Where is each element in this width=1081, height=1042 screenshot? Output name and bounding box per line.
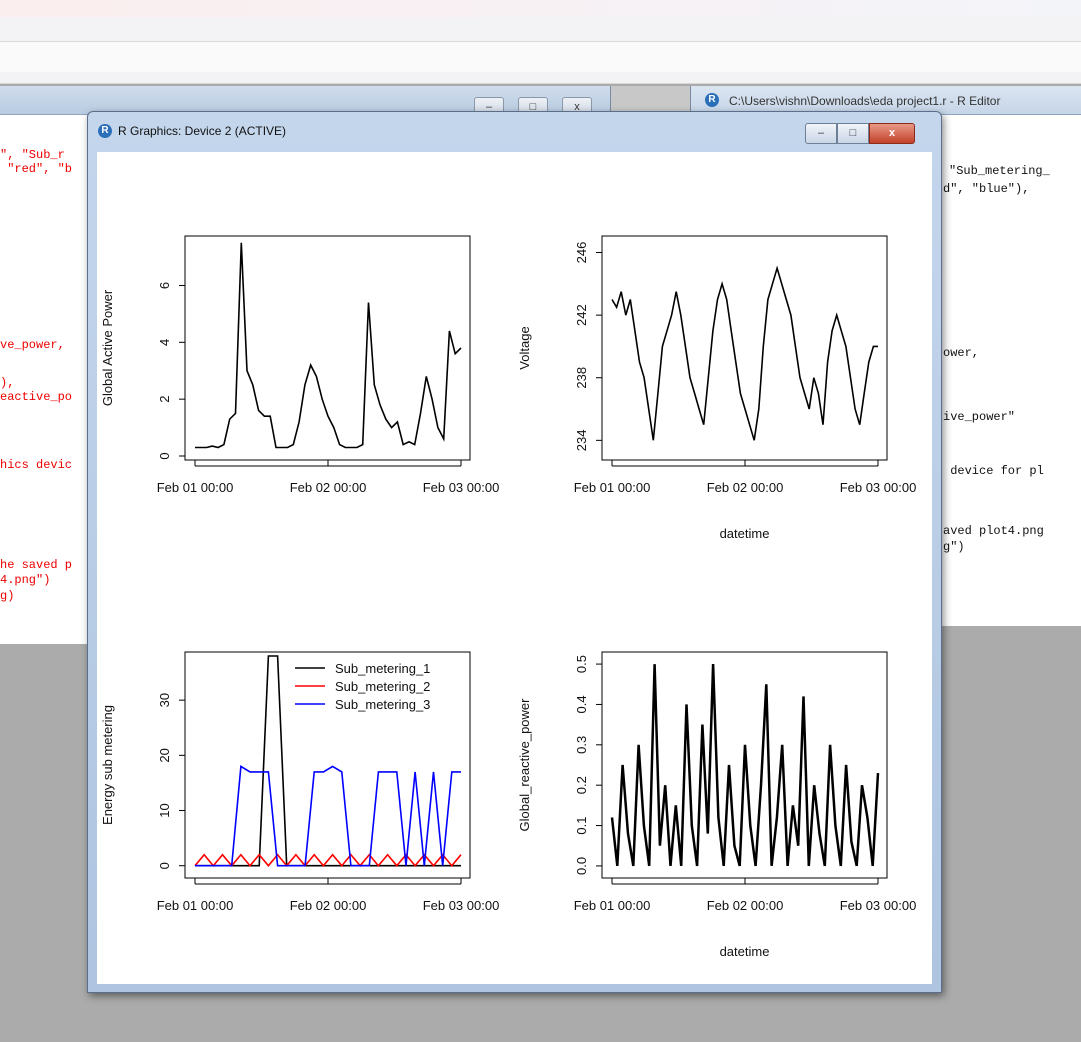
series-line-sub-metering-1 — [195, 655, 461, 867]
series-line-data — [611, 265, 878, 441]
rgui-toolbar-area — [0, 17, 1081, 84]
plot-frame — [601, 235, 888, 461]
code-line: g") — [943, 540, 965, 554]
x-tick-label: Feb 01 00:00 — [574, 480, 651, 495]
code-line: ive_power" — [943, 410, 1016, 424]
series-line-data — [195, 242, 462, 449]
code-line: device for pl — [943, 464, 1044, 478]
y-tick-label: 0.1 — [574, 817, 589, 835]
y-axis-label: Global Active Power — [100, 289, 115, 406]
chart-panel-1: Feb 01 00:00 Feb 02 00:00 Feb 03 00:00 0 2 4 6… — [100, 235, 500, 495]
code-line: "red", "b — [0, 162, 73, 176]
right-editor-titlebar[interactable]: R C:\Users\vishn\Downloads\eda project1.… — [691, 86, 1081, 115]
code-line: ve_power, — [0, 338, 65, 352]
y-tick-label: 238 — [574, 367, 589, 389]
code-line: ), — [0, 376, 15, 390]
x-tick-label: Feb 01 00:00 — [574, 898, 651, 913]
y-tick-label: 0.3 — [574, 736, 589, 754]
y-tick-label: 4 — [157, 339, 172, 346]
y-tick-label: 0.4 — [574, 695, 589, 713]
y-tick-label: 246 — [574, 242, 589, 264]
graphics-window-title: R Graphics: Device 2 (ACTIVE) — [118, 124, 287, 138]
legend-entry: Sub_metering_3 — [335, 697, 430, 712]
code-line: "Sub_metering_ — [949, 164, 1050, 178]
legend-entry: Sub_metering_2 — [335, 679, 430, 694]
desktop-top-band — [0, 0, 1081, 17]
close-button[interactable]: x — [869, 123, 915, 144]
series-line-sub-metering-3 — [195, 765, 461, 867]
y-axis-label: Global_reactive_power — [517, 698, 532, 832]
x-tick-label: Feb 02 00:00 — [707, 898, 784, 913]
x-tick-label: Feb 01 00:00 — [157, 480, 234, 495]
y-tick-label: 0.2 — [574, 776, 589, 794]
code-line: eactive_po — [0, 390, 73, 404]
code-line: hics devic — [0, 458, 73, 472]
x-tick-label: Feb 02 00:00 — [707, 480, 784, 495]
y-tick-label: 20 — [157, 748, 172, 762]
chart-panel-2: Feb 01 00:00 Feb 02 00:00 Feb 03 00:00 234 2… — [517, 235, 917, 541]
y-tick-label: 242 — [574, 304, 589, 326]
y-axis-label: Voltage — [517, 326, 532, 369]
code-line: 4.png") — [0, 573, 51, 587]
code-line: aved plot4.png — [943, 524, 1044, 538]
y-tick-label: 0.5 — [574, 655, 589, 673]
y-axis-label: Energy sub metering — [100, 705, 115, 825]
x-tick-label: Feb 03 00:00 — [423, 480, 500, 495]
maximize-button[interactable]: □ — [837, 123, 869, 144]
chart-panel-4: Feb 01 00:00 Feb 02 00:00 Feb 03 00:00 0.0 0… — [517, 651, 917, 959]
y-tick-label: 30 — [157, 693, 172, 707]
minimize-button[interactable]: – — [805, 123, 837, 144]
code-line: g) — [0, 589, 15, 603]
x-axis-label: datetime — [720, 944, 770, 959]
x-tick-label: Feb 02 00:00 — [290, 480, 367, 495]
y-tick-label: 6 — [157, 282, 172, 289]
y-tick-label: 0.0 — [574, 857, 589, 875]
plot-area: Feb 01 00:00 Feb 02 00:00 Feb 03 00:000246… — [100, 235, 917, 959]
right-editor-title: C:\Users\vishn\Downloads\eda project1.r … — [729, 94, 1001, 108]
series-line-data — [610, 664, 880, 867]
x-axis-label: datetime — [720, 526, 770, 541]
y-tick-label: 0 — [157, 862, 172, 869]
code-line: d", "blue"), — [943, 182, 1030, 196]
graphics-window[interactable]: R R Graphics: Device 2 (ACTIVE) – □ x Fe… — [87, 111, 942, 993]
r-logo-icon: R — [705, 93, 719, 107]
plot-canvas: Feb 01 00:00 Feb 02 00:00 Feb 03 00:00 0 2 4 6… — [97, 152, 932, 984]
x-tick-label: Feb 03 00:00 — [840, 898, 917, 913]
code-line: ower, — [943, 346, 980, 360]
toolbar-strip — [0, 41, 1081, 72]
y-tick-label: 0 — [157, 452, 172, 459]
y-tick-label: 234 — [574, 429, 589, 451]
left-editor-titlebar[interactable] — [0, 86, 610, 115]
r-logo-icon: R — [98, 124, 112, 138]
y-tick-label: 2 — [157, 396, 172, 403]
chart-panel-3: Feb 01 00:00 Feb 02 00:00 Feb 03 00:00 0 10 2… — [100, 651, 500, 913]
x-tick-label: Feb 03 00:00 — [840, 480, 917, 495]
y-tick-label: 10 — [157, 803, 172, 817]
code-line: ", "Sub_r — [0, 148, 65, 162]
x-tick-label: Feb 02 00:00 — [290, 898, 367, 913]
code-line: he saved p — [0, 558, 73, 572]
x-tick-label: Feb 01 00:00 — [157, 898, 234, 913]
x-tick-label: Feb 03 00:00 — [423, 898, 500, 913]
series-line-sub-metering-2 — [194, 853, 462, 867]
legend-entry: Sub_metering_1 — [335, 661, 430, 676]
legend: Sub_metering_1 Sub_metering_2 Sub_metering… — [295, 661, 430, 712]
